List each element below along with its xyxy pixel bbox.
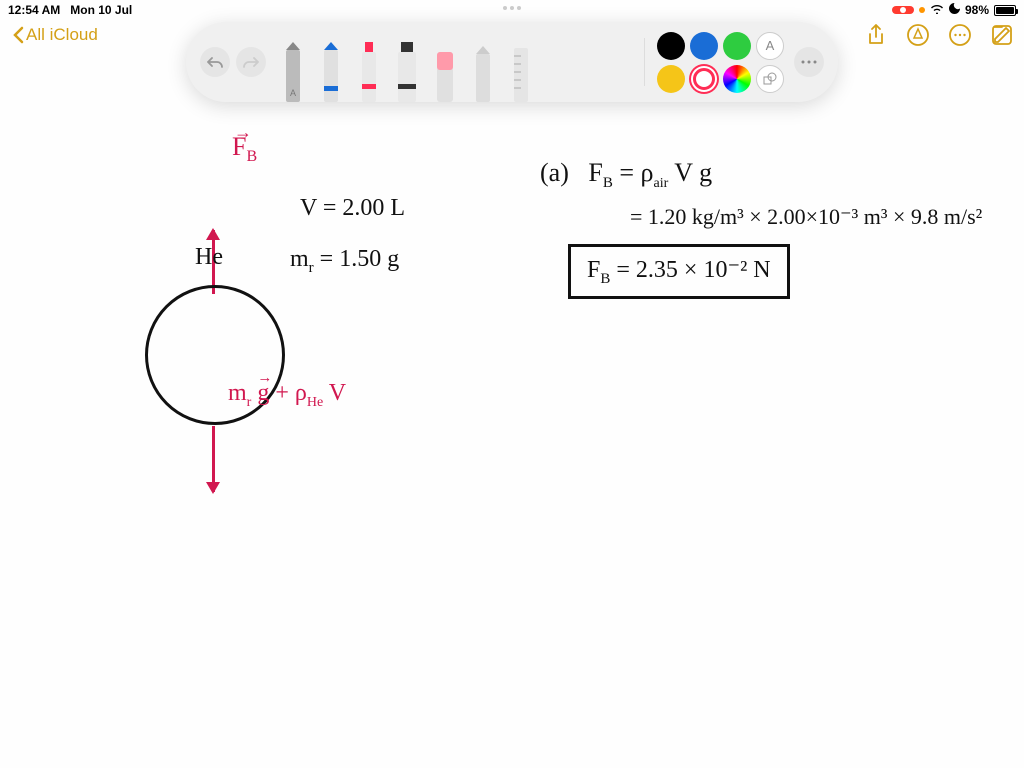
battery-percent: 98% [965, 3, 989, 17]
weight-expr: mr →g + ρHe V [228, 380, 346, 411]
undo-button[interactable] [200, 47, 230, 77]
tool-palette: A A [186, 22, 838, 102]
tool-eraser[interactable] [430, 22, 460, 102]
volume-label: V = 2.00 L [300, 195, 405, 222]
more-icon[interactable] [948, 23, 972, 47]
he-label: He [195, 244, 223, 271]
eq2-line: = 1.20 kg/m³ × 2.00×10⁻³ m³ × 9.8 m/s² [630, 204, 982, 230]
down-arrow [212, 426, 215, 492]
part-a-label: (a) FB = ρair V g [540, 158, 712, 192]
recording-pill[interactable] [892, 6, 914, 14]
compose-icon[interactable] [990, 23, 1014, 47]
drawing-canvas[interactable]: → FB He V = 2.00 L mr = 1.50 g mr →g + ρ… [0, 100, 1024, 768]
color-blue[interactable] [690, 32, 718, 60]
share-icon[interactable] [864, 23, 888, 47]
mic-indicator-icon [919, 7, 925, 13]
color-black[interactable] [657, 32, 685, 60]
status-date: Mon 10 Jul [70, 3, 132, 17]
color-wheel-icon[interactable] [723, 65, 751, 93]
shapes-icon[interactable] [756, 65, 784, 93]
status-bar: 12:54 AM Mon 10 Jul 98% [0, 0, 1024, 20]
palette-more-icon[interactable] [794, 47, 824, 77]
battery-icon [994, 5, 1016, 16]
wifi-icon [930, 3, 944, 17]
svg-text:A: A [290, 88, 296, 98]
fb-vector-label: → FB [232, 132, 257, 166]
redo-button[interactable] [236, 47, 266, 77]
tool-pen[interactable]: A [278, 22, 308, 102]
back-label: All iCloud [26, 25, 98, 45]
palette-divider [644, 38, 645, 86]
color-yellow[interactable] [657, 65, 685, 93]
dnd-moon-icon [949, 3, 960, 17]
markup-icon[interactable] [906, 23, 930, 47]
tool-ruler[interactable] [506, 22, 536, 102]
mass-label: mr = 1.50 g [290, 246, 399, 277]
tool-lasso[interactable] [468, 22, 498, 102]
result-box: FB = 2.35 × 10⁻² N [568, 244, 790, 299]
text-tool-icon[interactable]: A [756, 32, 784, 60]
tool-highlighter[interactable] [392, 22, 422, 102]
multitask-grabber[interactable] [503, 6, 521, 10]
color-red[interactable] [693, 68, 715, 90]
back-button[interactable]: All iCloud [12, 25, 98, 45]
tool-marker[interactable] [354, 22, 384, 102]
status-right: 98% [892, 3, 1016, 17]
color-picker: A [657, 32, 784, 93]
color-green[interactable] [723, 32, 751, 60]
status-time: 12:54 AM [8, 3, 60, 17]
tool-pencil[interactable] [316, 22, 346, 102]
